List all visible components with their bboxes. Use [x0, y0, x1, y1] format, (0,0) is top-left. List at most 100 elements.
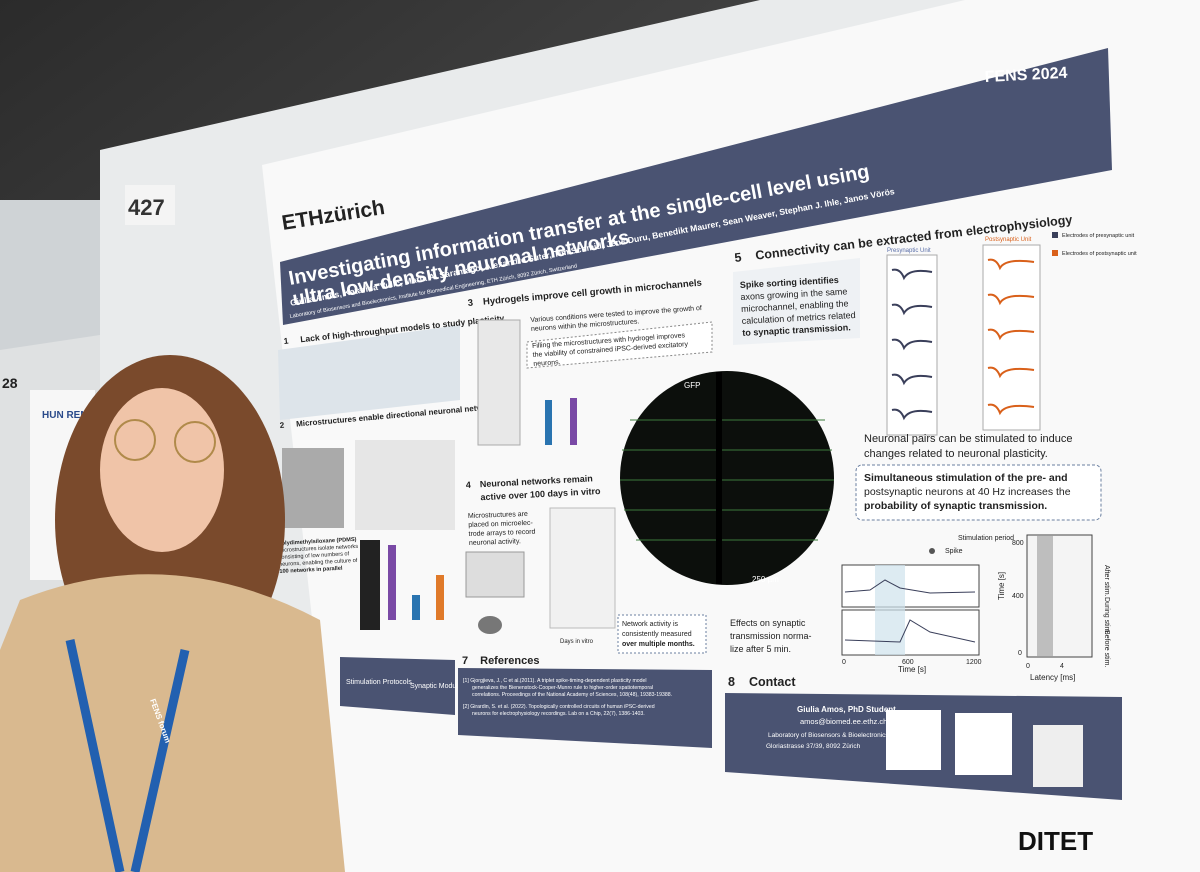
axis-label: Time [s]	[997, 572, 1006, 600]
gfp-channel	[716, 372, 722, 584]
text-line: Polydimethylsiloxane (PDMS)	[278, 537, 357, 547]
section-text: Spike sorting identifies axons growing i…	[740, 274, 859, 338]
text-line: trode arrays to record	[468, 529, 535, 538]
axis-label: Time [s]	[898, 665, 926, 674]
contact-email: amos@biomed.ee.ethz.ch	[800, 717, 887, 726]
neighbor-logo: HUN REN	[42, 410, 88, 421]
tick-label: 0	[842, 659, 846, 666]
figure	[886, 254, 938, 436]
image-label: GFP	[684, 381, 700, 390]
section-heading: Contact	[749, 675, 796, 689]
axis-label: Days in vitro	[560, 639, 594, 645]
plot-frame	[841, 564, 980, 608]
text-line: 100 networks in parallel	[279, 566, 343, 575]
section-number: 2	[279, 421, 285, 430]
scale-bar-label: 250 µm	[752, 575, 779, 584]
text-line: microstructures isolate networks	[278, 544, 358, 554]
text-line: transmission norma-	[730, 631, 812, 641]
text-line: Effects on synaptic	[730, 618, 806, 628]
figure	[355, 440, 455, 530]
legend-entry: Electrodes of presynaptic unit	[1062, 233, 1135, 239]
tick-label: 0	[1018, 650, 1022, 657]
text-line: consisting of low numbers of	[279, 551, 350, 561]
face	[100, 388, 224, 552]
text-line: [2] Girardin, S. et al. (2022). Topologi…	[463, 704, 655, 710]
text-line: Stimulation period	[958, 535, 1014, 542]
text-line: Simultaneous stimulation of the pre- and	[864, 472, 1068, 484]
text-line: Neuronal pairs can be stimulated to indu…	[864, 433, 1073, 445]
text-line: neuronal activity.	[469, 538, 521, 547]
text-line: lize after 5 min.	[730, 644, 791, 654]
axis-label: Latency [ms]	[1030, 673, 1075, 682]
section-number: 1	[283, 336, 289, 346]
section-number: 8	[728, 675, 735, 689]
section-number: 5	[734, 250, 743, 265]
contact-name: Giulia Amos, PhD Student	[797, 705, 896, 714]
outlook-item: Synaptic Modulation	[410, 683, 473, 690]
section-number: 7	[462, 655, 468, 667]
figure	[478, 616, 502, 634]
contact-lab: Laboratory of Biosensors & Bioelectronic…	[768, 732, 889, 739]
reference: [1] Gjorgjieva, J., C et al.(2011). A tr…	[463, 678, 674, 717]
trace	[844, 579, 976, 643]
raster-plot	[1026, 534, 1093, 658]
unit-label: Postsynaptic Unit	[985, 237, 1032, 243]
pre-waveform	[891, 268, 933, 421]
figure	[436, 575, 444, 620]
intro-box	[278, 325, 460, 420]
references-bar	[458, 668, 712, 748]
text-line: probability of synaptic transmission.	[864, 500, 1047, 512]
raster-spikes	[1037, 535, 1053, 657]
figure	[570, 398, 577, 445]
glasses	[114, 419, 156, 461]
raster-label: After stim.	[1103, 565, 1110, 597]
text-line: generalizes the Bienenstock-Cooper-Munro…	[472, 685, 653, 691]
section-number: 3	[467, 298, 473, 309]
callout	[617, 614, 707, 654]
text-line: changes related to neuronal plasticity.	[864, 448, 1048, 460]
post-waveform	[987, 258, 1035, 416]
callout	[855, 464, 1102, 521]
raster-label: Before stim.	[1103, 630, 1110, 667]
outlook-bar	[340, 657, 455, 715]
text-line: Spike	[945, 548, 963, 555]
figure	[549, 507, 616, 629]
qr-code[interactable]	[886, 710, 941, 770]
gfp-lines	[620, 419, 834, 541]
legend-marker	[929, 548, 935, 554]
title-bar	[280, 48, 1112, 325]
tick-label: 0	[1026, 663, 1030, 670]
legend-entry: Electrodes of postsynaptic unit	[1062, 251, 1137, 257]
contact-address: Gloriastrasse 37/39, 8092 Zürich	[766, 743, 861, 750]
text-line: neurons, enabling the culture of	[279, 558, 358, 568]
figure	[545, 400, 552, 445]
text-line: neurons for electrophysiology recordings…	[472, 711, 645, 717]
callout-text: Network activity is consistently measure…	[622, 621, 695, 648]
board-number: 427	[128, 195, 165, 220]
legend-swatch	[1052, 250, 1058, 256]
section-heading: References	[480, 655, 539, 667]
text-line: consistently measured	[622, 631, 692, 638]
callout	[526, 321, 713, 369]
text-line: placed on microelec-	[468, 520, 533, 529]
text-line: neurons.	[533, 359, 561, 368]
text-line: [1] Gjorgjieva, J., C et al.(2011). A tr…	[463, 678, 647, 684]
text-box	[733, 258, 860, 345]
figure	[412, 595, 420, 620]
tick-label: 4	[1060, 663, 1064, 670]
tick-label: 1200	[966, 659, 982, 666]
legend-swatch	[1052, 232, 1058, 238]
qr-code[interactable]	[955, 713, 1012, 775]
text-line: over multiple months.	[622, 641, 695, 648]
tick-label: 400	[1012, 593, 1024, 600]
tick-label: 600	[902, 659, 914, 666]
raster-label: During stim.	[1103, 597, 1110, 634]
text-line: Network activity is	[622, 621, 679, 628]
section-text: Microstructures are placed on microelec-…	[468, 511, 538, 547]
effects-text: Effects on synaptic transmission norma- …	[730, 618, 814, 654]
conference: FENS 2024	[984, 65, 1068, 86]
legend-entry: Stimulation period Spike	[945, 535, 1016, 555]
lanyard	[65, 639, 190, 872]
